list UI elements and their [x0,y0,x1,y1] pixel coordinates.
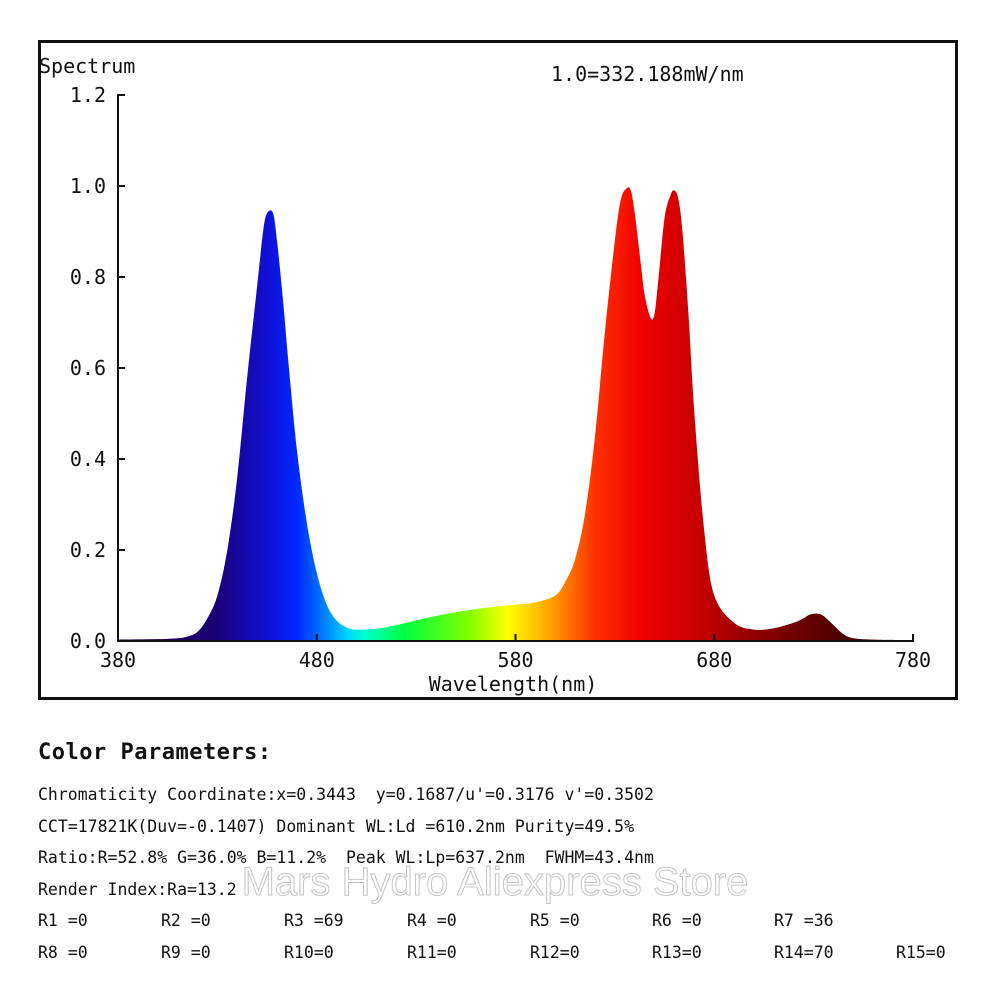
x-tick-label: 580 [497,648,533,672]
y-tick-label: 1.2 [70,83,106,107]
render-index-line: Render Index:Ra=13.2 [38,879,237,899]
render-value: R11=0 [407,942,457,962]
render-value: R4 =0 [407,911,457,930]
x-tick-label: 780 [895,648,931,672]
render-value: R13=0 [652,942,702,962]
render-value: R5 =0 [530,911,580,930]
x-tick-label: 480 [299,648,335,672]
render-values-row-1: R1 =0 R2 =0 R3 =69 R4 =0 R5 =0 R6 =0 R7 … [38,905,978,937]
y-tick-label: 0.2 [70,538,106,562]
spectrum-area-layer [118,187,913,641]
chromaticity-line: Chromaticity Coordinate:x=0.3443 y=0.168… [38,785,654,804]
x-tick-label: 380 [100,648,136,672]
chart-title: Spectrum [41,54,135,78]
y-tick-label: 0.8 [70,265,106,289]
render-value: R15=0 [896,942,946,962]
render-value: R14=70 [774,942,834,962]
ratio-line: Ratio:R=52.8% G=36.0% B=11.2% Peak WL:Lp… [38,848,654,867]
render-value: R9 =0 [161,942,211,962]
y-tick-label: 1.0 [70,174,106,198]
render-values-row-2: R8 =0 R9 =0 R10=0 R11=0 R12=0 R13=0 R14=… [38,937,978,969]
render-value: R12=0 [530,942,580,962]
render-value: R6 =0 [652,911,702,930]
scale-annotation: 1.0=332.188mW/nm [551,62,744,86]
render-value: R1 =0 [38,911,88,930]
render-value: R2 =0 [161,911,211,930]
render-value: R8 =0 [38,942,88,962]
cct-line: CCT=17821K(Duv=-0.1407) Dominant WL:Ld =… [38,816,635,836]
color-parameters-panel: Color Parameters: Chromaticity Coordinat… [38,740,978,968]
color-parameters-title: Color Parameters: [38,740,272,765]
x-axis-label: Wavelength(nm) [429,672,598,696]
x-tick-label: 680 [696,648,732,672]
y-tick-label: 0.4 [70,447,106,471]
y-tick-label: 0.0 [70,629,106,653]
spectrum-area [118,187,913,641]
y-tick-label: 0.6 [70,356,106,380]
spectrum-chart-frame: 0.0 0.2 0.4 0.6 0.8 1.0 1.2 380 480 580 680 780 Spe… [38,40,958,700]
spectrum-chart: 0.0 0.2 0.4 0.6 0.8 1.0 1.2 380 480 580 680 780 Spe… [41,54,931,696]
ticks-layer: 0.0 0.2 0.4 0.6 0.8 1.0 1.2 380 480 580 680 780 [70,83,931,672]
render-value: R10=0 [284,942,334,962]
render-value: R3 =69 [284,911,344,930]
render-value: R7 =36 [774,911,834,930]
